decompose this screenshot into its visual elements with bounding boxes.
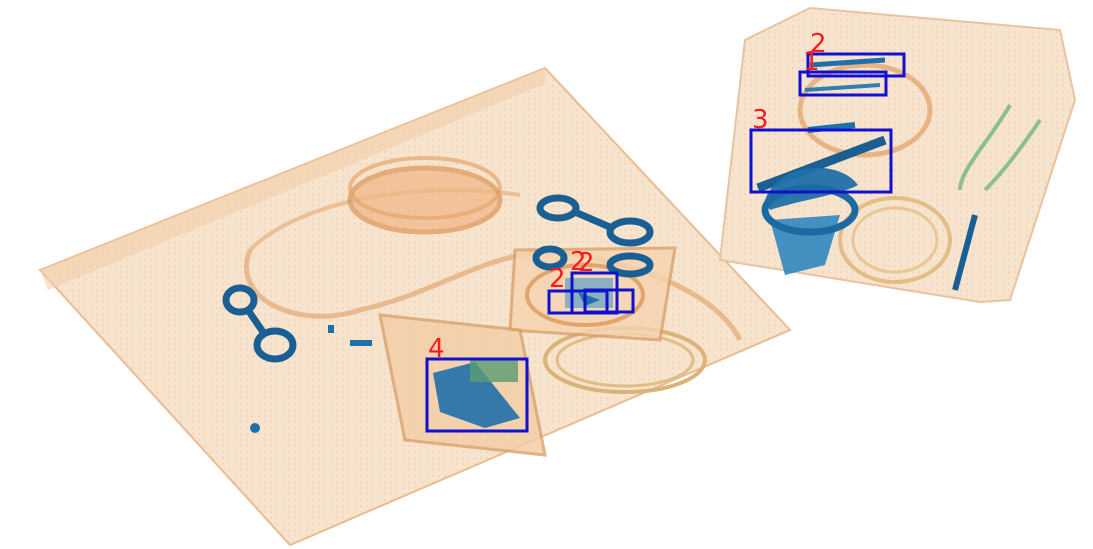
detection-label: 2 — [810, 29, 827, 59]
detection-label: 3 — [752, 105, 769, 135]
detection-label: 4 — [428, 334, 445, 364]
detection-label: 2 — [570, 247, 587, 277]
right-bag — [718, 6, 1077, 304]
detection-label: 1 — [803, 47, 820, 77]
detection-box: 1 — [798, 47, 888, 97]
detection-box: 2 — [806, 29, 906, 78]
detection-box: 3 — [749, 105, 893, 194]
detection-label: 2 — [578, 248, 595, 278]
left-case — [38, 66, 792, 547]
detection-box: 4 — [425, 334, 529, 433]
detection-box: 2 — [578, 248, 635, 314]
detection-overlay: 2 2 2 4 2 1 3 — [425, 29, 906, 433]
detection-label: 2 — [549, 264, 566, 294]
